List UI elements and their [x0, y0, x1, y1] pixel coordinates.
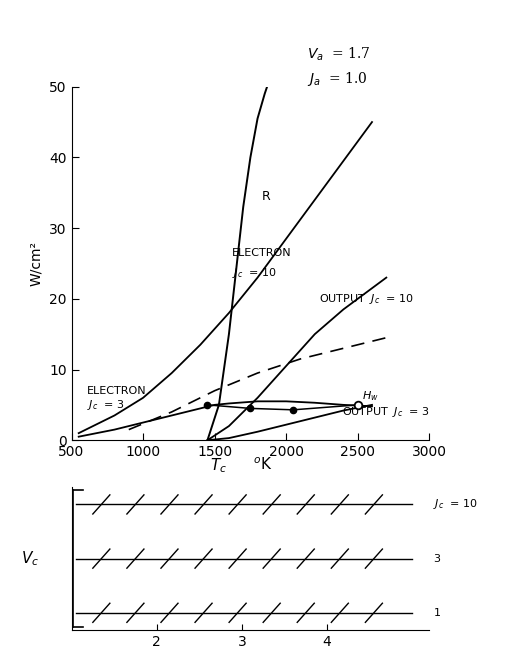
Text: $J_a$  = 1.0: $J_a$ = 1.0: [307, 70, 367, 87]
Text: ELECTRON: ELECTRON: [232, 248, 291, 258]
Y-axis label: W/cm²: W/cm²: [30, 241, 43, 286]
Text: $^o$K: $^o$K: [253, 457, 272, 474]
Text: OUTPUT  $J_c$  = 10: OUTPUT $J_c$ = 10: [319, 292, 414, 306]
Text: $J_c$  = 10: $J_c$ = 10: [232, 266, 277, 280]
Text: ELECTRON: ELECTRON: [87, 386, 147, 396]
Text: R: R: [262, 190, 271, 203]
Text: 3: 3: [433, 554, 440, 564]
Text: $V_a$  = 1.7: $V_a$ = 1.7: [307, 46, 370, 63]
Text: $V_c$: $V_c$: [21, 549, 39, 568]
Text: $J_c$  = 10: $J_c$ = 10: [433, 498, 478, 512]
Text: $T_c$: $T_c$: [210, 456, 227, 475]
Text: $H_w$: $H_w$: [362, 390, 379, 403]
Text: 1: 1: [433, 608, 440, 618]
Text: OUTPUT  $J_c$  = 3: OUTPUT $J_c$ = 3: [342, 406, 430, 420]
Text: $J_c$  = 3: $J_c$ = 3: [87, 398, 125, 412]
